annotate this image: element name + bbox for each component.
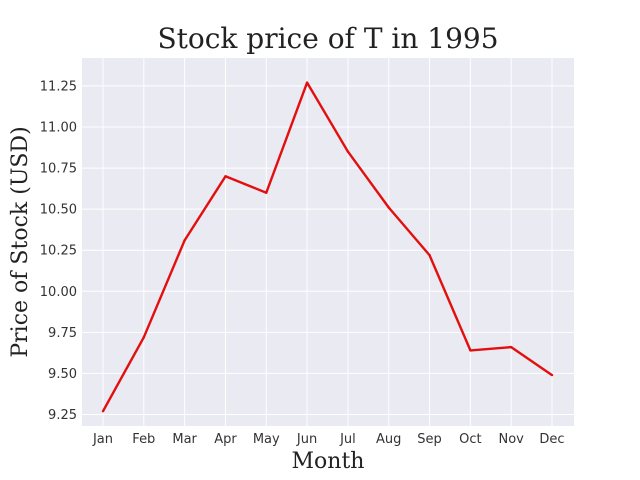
x-tick-label: Mar xyxy=(172,432,197,447)
y-tick-label: 11.25 xyxy=(40,79,77,94)
data-point xyxy=(550,373,554,377)
y-tick-labels: 9.25 9.50 9.75 10.00 10.25 10.50 10.75 11.00 11.… xyxy=(40,79,77,423)
x-tick-labels: Jan Feb Mar Apr May Jun Jul Aug Sep Oct Nov Dec xyxy=(92,432,565,447)
x-tick-label: Dec xyxy=(539,432,564,447)
x-tick-label: Jul xyxy=(339,432,356,447)
data-point xyxy=(183,239,186,242)
data-point xyxy=(305,81,309,84)
y-tick-label: 10.50 xyxy=(40,203,77,218)
data-point xyxy=(265,191,268,194)
x-tick-label: Apr xyxy=(214,432,237,447)
data-point xyxy=(387,206,390,209)
data-point xyxy=(224,175,227,178)
data-point xyxy=(101,410,105,413)
x-tick-label: Sep xyxy=(417,432,442,447)
y-tick-label: 10.25 xyxy=(40,244,77,259)
data-point xyxy=(428,253,431,257)
x-tick-label: Feb xyxy=(132,432,155,447)
series-line xyxy=(101,81,553,412)
grid-lines xyxy=(82,58,574,426)
y-axis-label: Price of Stock (USD) xyxy=(8,126,33,357)
y-tick-label: 9.75 xyxy=(48,326,77,341)
y-tick-label: 10.75 xyxy=(40,162,77,177)
y-tick-label: 11.00 xyxy=(40,121,77,136)
x-axis-label: Month xyxy=(292,449,365,474)
x-tick-label: Jun xyxy=(296,432,317,447)
x-tick-label: Aug xyxy=(376,432,401,447)
plot-area xyxy=(82,58,574,426)
series-layer xyxy=(101,81,554,413)
y-tick-label: 10.00 xyxy=(40,285,77,300)
x-tick-label: Oct xyxy=(459,432,481,447)
x-tick-label: May xyxy=(253,432,280,447)
y-tick-label: 9.50 xyxy=(48,367,77,382)
x-tick-label: Nov xyxy=(498,432,524,447)
data-point xyxy=(346,150,350,153)
chart-title: Stock price of T in 1995 xyxy=(157,22,498,55)
x-tick-label: Jan xyxy=(92,432,113,447)
data-point xyxy=(509,345,513,349)
data-point xyxy=(469,349,472,352)
data-point xyxy=(142,336,146,339)
y-tick-label: 9.25 xyxy=(48,408,77,423)
